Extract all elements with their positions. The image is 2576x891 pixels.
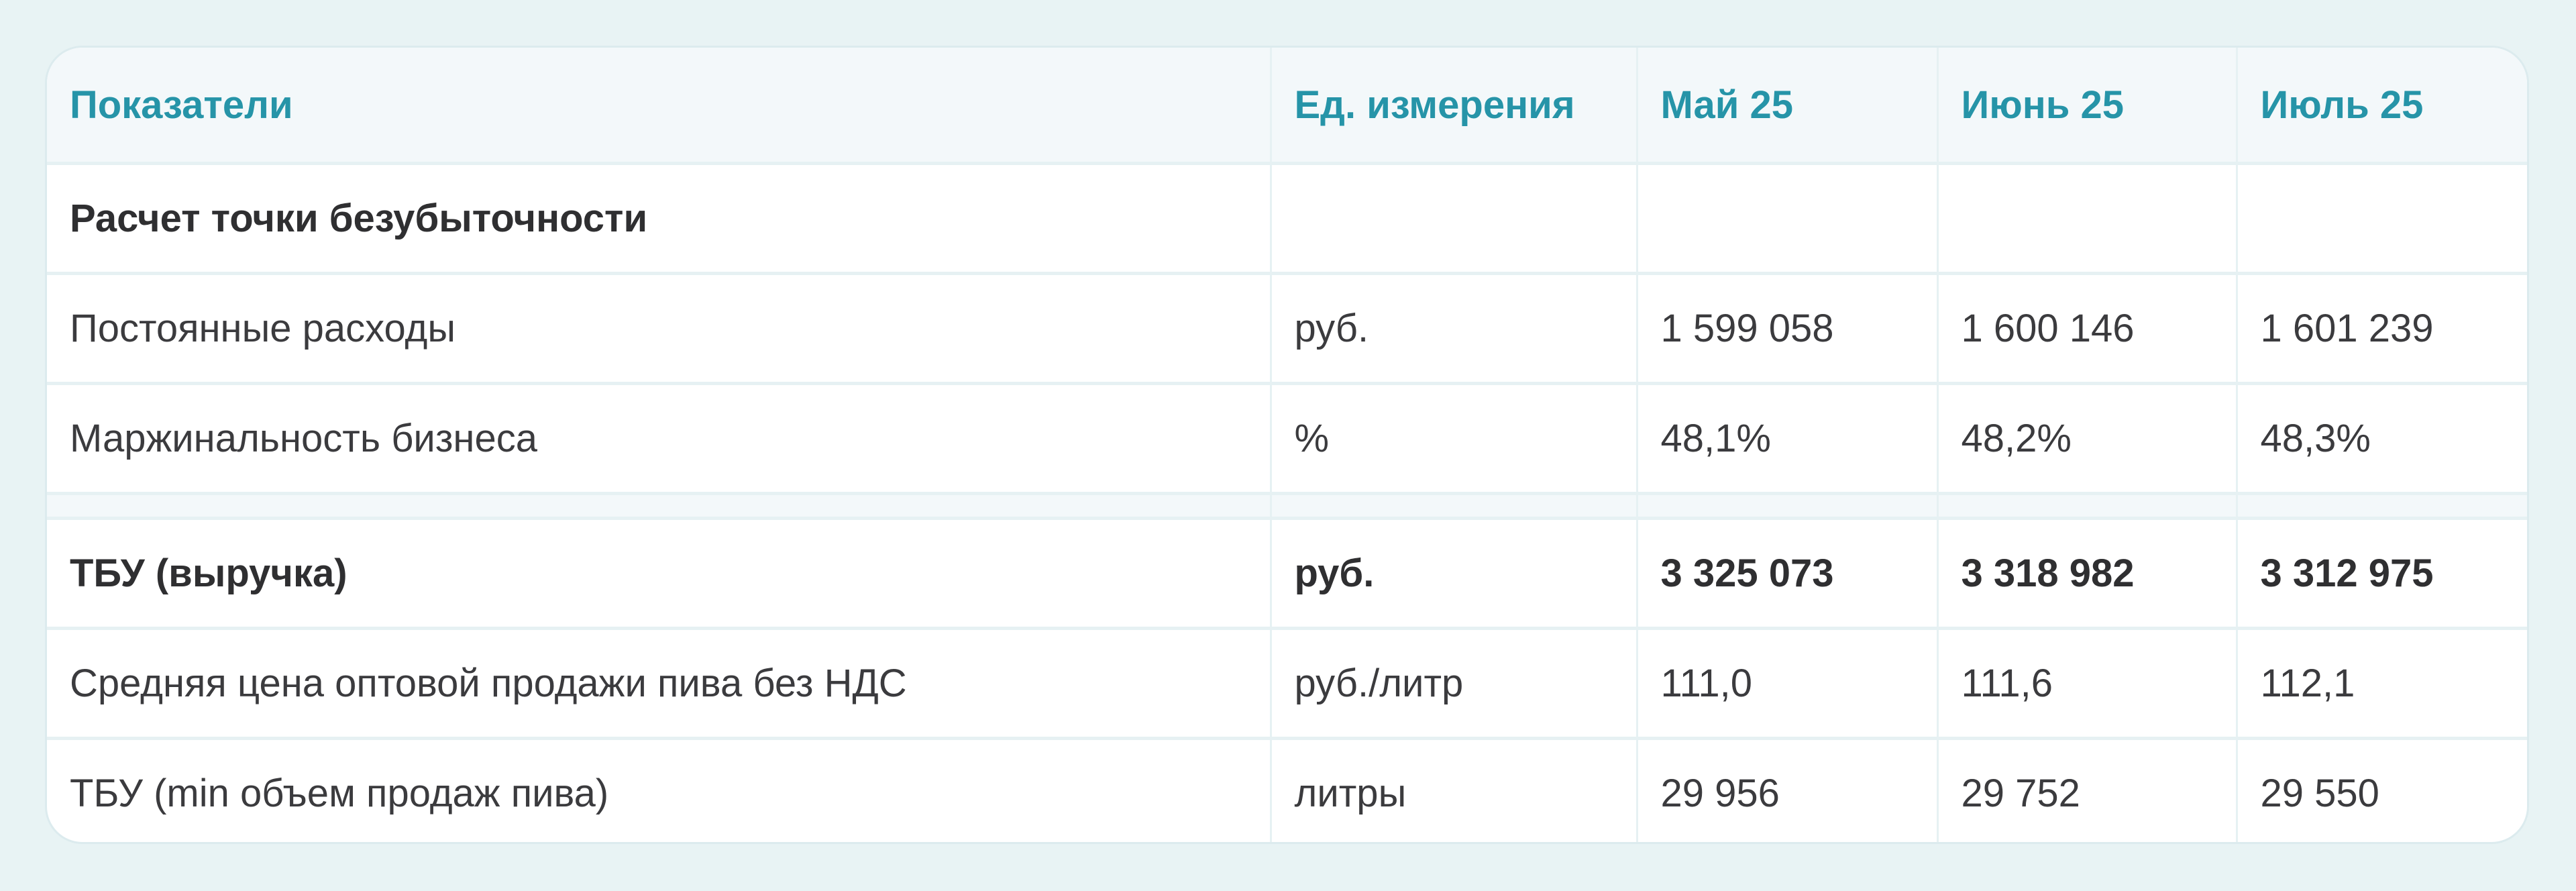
- cell-june: 29 752: [1937, 738, 2238, 842]
- cell-june: 48,2%: [1937, 383, 2238, 495]
- spacer-cell: [2237, 493, 2527, 520]
- cell-may: 48,1%: [1637, 383, 1939, 495]
- row-unit: %: [1271, 383, 1638, 495]
- column-header-june[interactable]: Июнь 25: [1937, 48, 2238, 165]
- cell-july: 29 550: [2260, 772, 2379, 815]
- cell-may: 29 956: [1637, 738, 1939, 842]
- cell-june: [1937, 163, 2238, 275]
- row-unit: руб./литр: [1271, 628, 1638, 740]
- table-row-breakeven-revenue: ТБУ (выручка) руб. 3 325 073 3 318 982 3…: [47, 518, 2527, 630]
- cell-july: 3 312 975: [2237, 518, 2527, 630]
- column-header-july[interactable]: Июль 25: [2237, 48, 2527, 165]
- cell-june: 111,6: [1937, 628, 2238, 740]
- table-row-margin: Маржинальность бизнеса % 48,1% 48,2% 48,…: [47, 383, 2527, 495]
- row-unit: руб.: [1271, 273, 1638, 385]
- row-label: Расчет точки безубыточности: [47, 163, 1272, 275]
- table-spacer-row: [47, 493, 2527, 520]
- cell-july: [2237, 163, 2527, 275]
- spacer-cell: [1271, 493, 1638, 520]
- column-header-indicators[interactable]: Показатели: [47, 48, 1272, 165]
- row-label: Маржинальность бизнеса: [47, 383, 1272, 495]
- cell-may: [1637, 163, 1939, 275]
- table-row-fixed-costs: Постоянные расходы руб. 1 599 058 1 600 …: [47, 273, 2527, 385]
- column-header-unit[interactable]: Ед. измерения: [1271, 48, 1638, 165]
- row-unit: руб.: [1271, 518, 1638, 630]
- column-header-may[interactable]: Май 25: [1637, 48, 1939, 165]
- table-row-avg-price: Средняя цена оптовой продажи пива без НД…: [47, 628, 2527, 740]
- row-unit: [1271, 163, 1638, 275]
- cell-may: 111,0: [1637, 628, 1939, 740]
- cell-june: 1 600 146: [1937, 273, 2238, 385]
- row-label: ТБУ (min объем продаж пива): [47, 738, 1272, 842]
- row-unit: литры: [1271, 738, 1638, 842]
- table-header-row: Показатели Ед. измерения Май 25 Июнь 25 …: [47, 48, 2527, 165]
- cell-july: 48,3%: [2237, 383, 2527, 495]
- cell-june: 3 318 982: [1937, 518, 2238, 630]
- row-label: Средняя цена оптовой продажи пива без НД…: [47, 628, 1272, 740]
- spacer-cell: [1937, 493, 2238, 520]
- table-row-section-title: Расчет точки безубыточности: [47, 163, 2527, 275]
- breakeven-table-card: Показатели Ед. измерения Май 25 Июнь 25 …: [45, 46, 2529, 844]
- table-row-min-volume: ТБУ (min объем продаж пива) литры 29 956…: [47, 738, 2527, 842]
- row-label: Постоянные расходы: [47, 273, 1272, 385]
- cell-july: 1 601 239: [2237, 273, 2527, 385]
- spacer-cell: [1637, 493, 1939, 520]
- row-label: ТБУ (выручка): [47, 518, 1272, 630]
- cell-may: 1 599 058: [1637, 273, 1939, 385]
- spacer-cell: [47, 493, 1272, 520]
- cell-may: 3 325 073: [1637, 518, 1939, 630]
- cell-july: 112,1: [2237, 628, 2527, 740]
- breakeven-table: Показатели Ед. измерения Май 25 Июнь 25 …: [47, 48, 2527, 842]
